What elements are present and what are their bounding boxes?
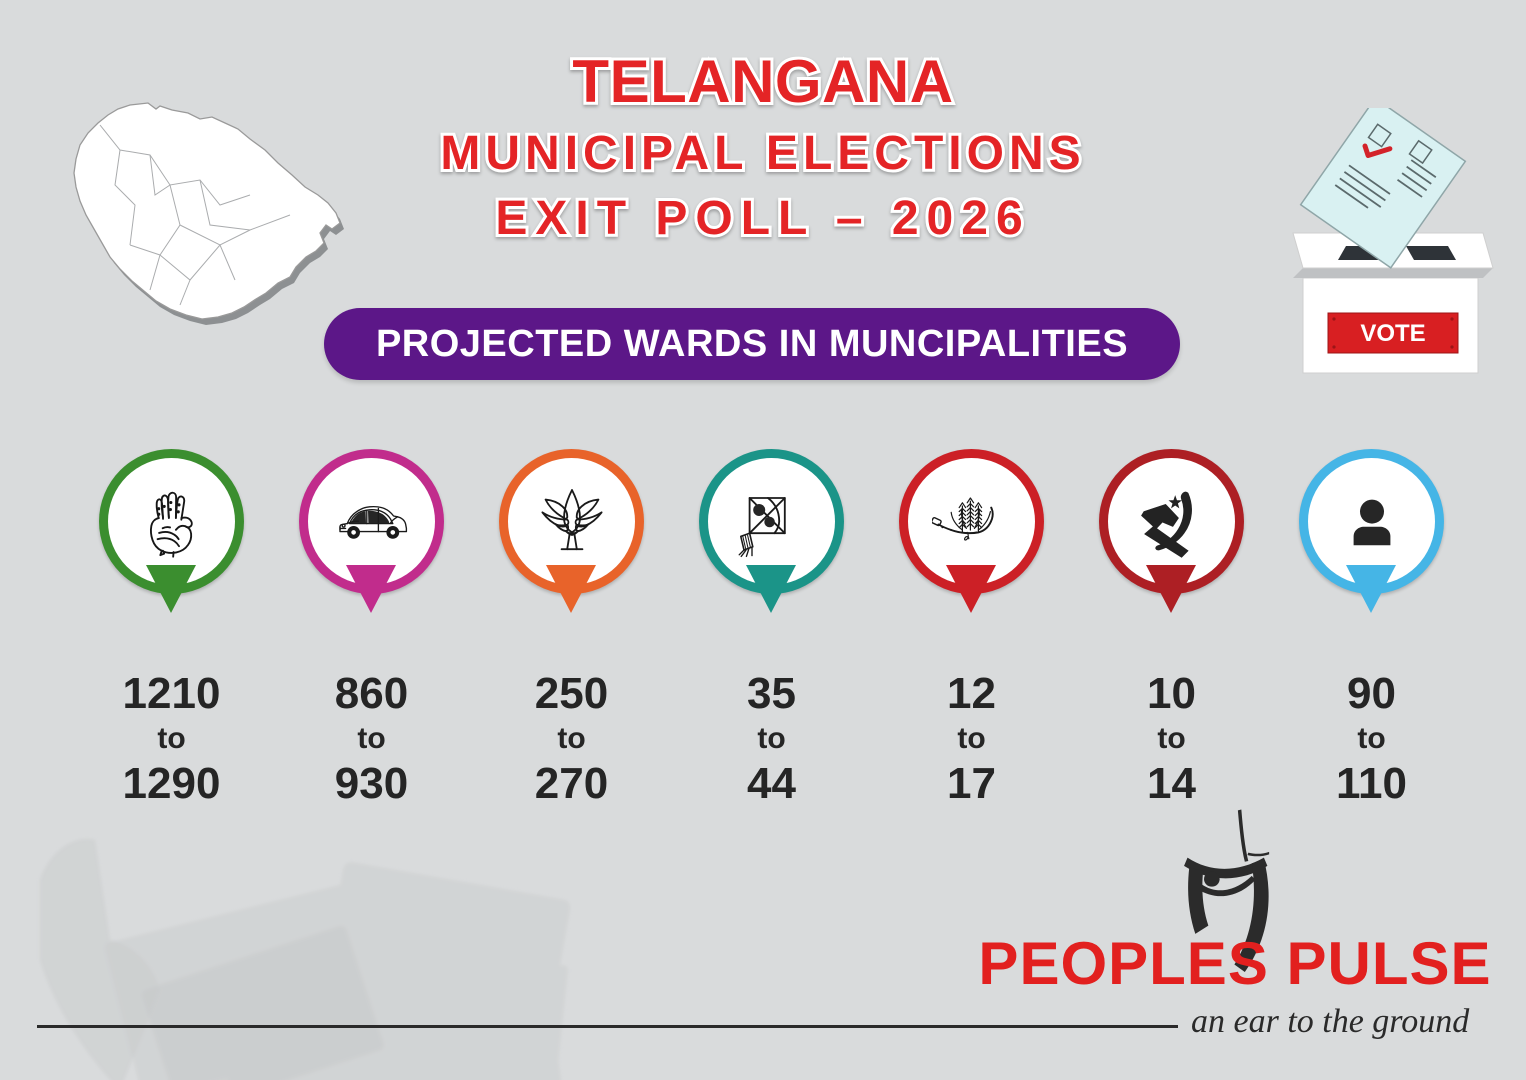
svg-text:VOTE: VOTE [1360,320,1425,347]
